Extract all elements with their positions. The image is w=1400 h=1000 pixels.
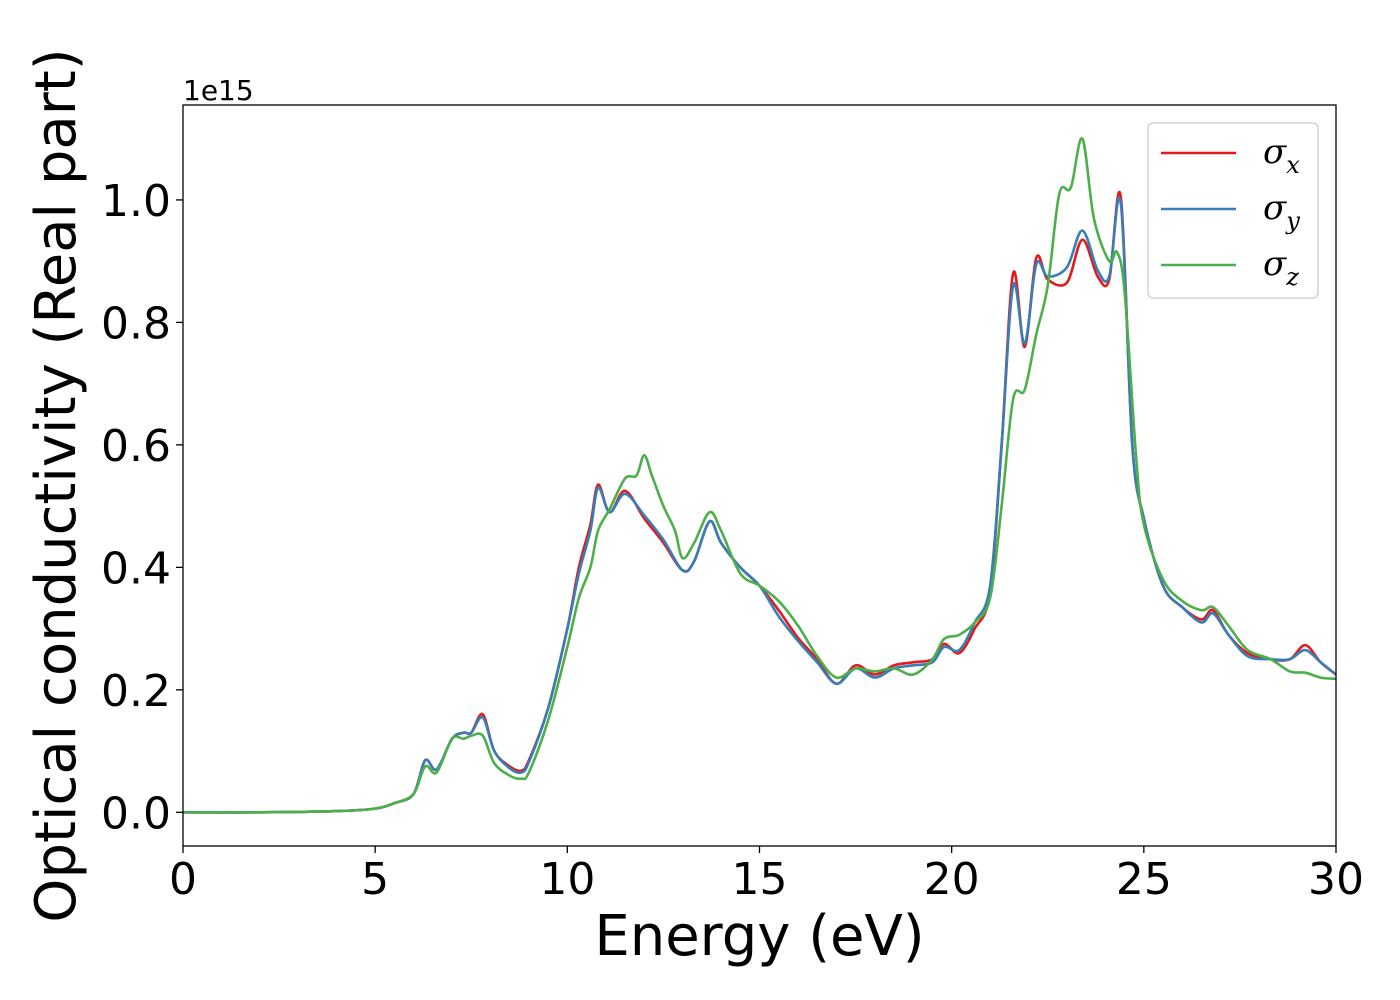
- y-tick-label: 1.0: [101, 176, 171, 227]
- y-tick-label: 0.4: [101, 543, 171, 594]
- x-tick-label: 25: [1116, 854, 1172, 905]
- legend-label-y: σy: [1263, 188, 1300, 235]
- legend: σx σy σz: [1147, 122, 1319, 299]
- legend-label-x: σx: [1263, 132, 1300, 179]
- y-tick-label: 0.8: [101, 298, 171, 349]
- series-layer: [183, 137, 1336, 814]
- x-tick-label: 15: [732, 854, 788, 905]
- y-tick-label: 0.0: [101, 788, 171, 839]
- x-tick-label: 0: [169, 854, 197, 905]
- legend-box: [1147, 122, 1319, 299]
- x-axis: 0 5 10 15 20 25 30: [169, 846, 1364, 905]
- x-axis-title: Energy (eV): [594, 904, 924, 969]
- x-tick-label: 5: [361, 854, 389, 905]
- x-tick-label: 10: [539, 854, 595, 905]
- y-offset-label: 1e15: [183, 74, 254, 107]
- y-tick-label: 0.2: [101, 666, 171, 717]
- y-axis-title: Optical conductivity (Real part): [24, 48, 89, 922]
- y-tick-label: 0.6: [101, 421, 171, 472]
- series-line-z: [183, 137, 1336, 814]
- legend-label-z: σz: [1263, 244, 1299, 291]
- y-axis: 0.0 0.2 0.4 0.6 0.8 1.0: [101, 176, 183, 839]
- x-tick-label: 30: [1308, 854, 1364, 905]
- x-tick-label: 20: [924, 854, 980, 905]
